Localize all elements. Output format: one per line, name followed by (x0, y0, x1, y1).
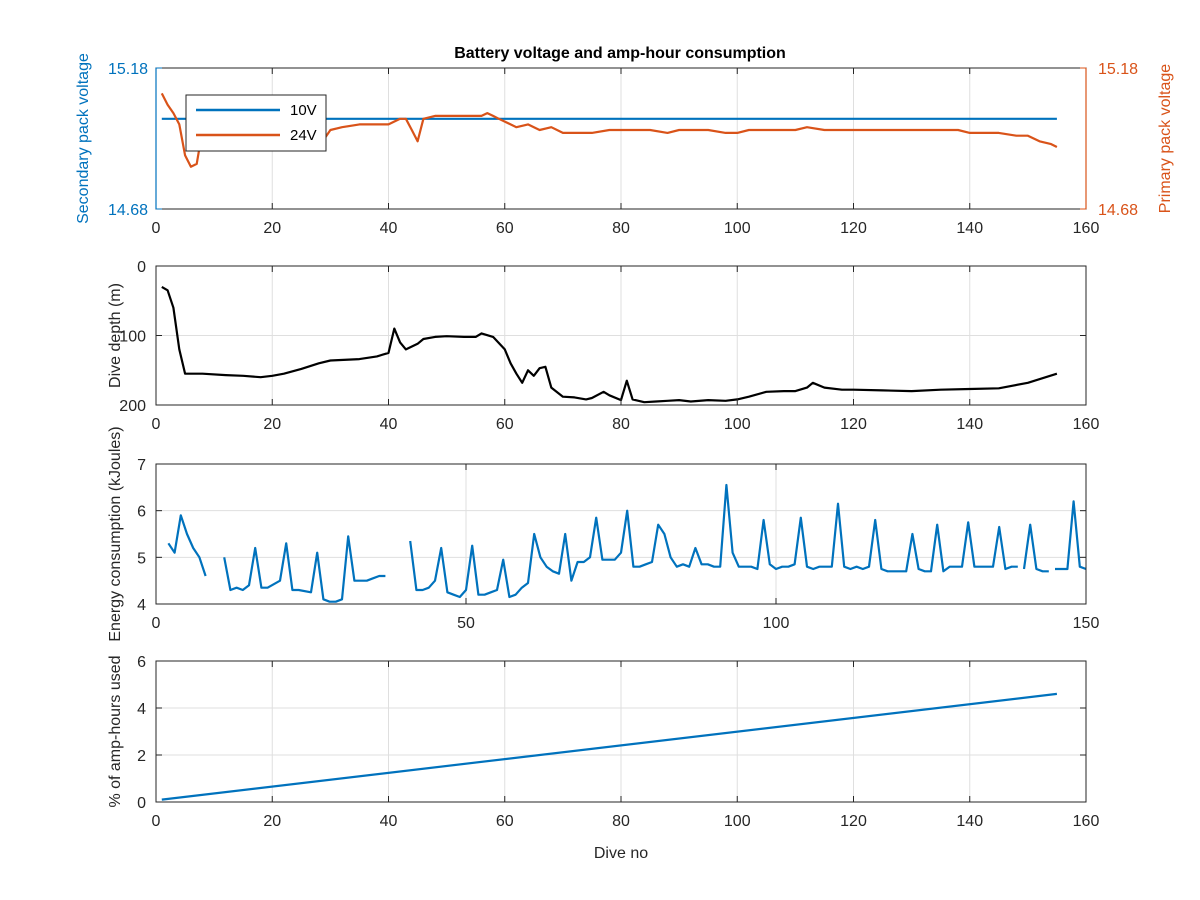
x-tick-label: 140 (956, 220, 983, 237)
x-tick-label: 100 (724, 813, 751, 830)
series-line-2 (161, 285, 1058, 404)
y-axis-label-right: Primary pack voltage (1157, 64, 1174, 213)
y-tick-label-left: 14.68 (108, 202, 148, 219)
chart-title: Battery voltage and amp-hour consumption (454, 45, 786, 62)
x-tick-label: 100 (724, 220, 751, 237)
y-axis-label: Energy consumption (kJoules) (107, 426, 124, 641)
x-tick-label: 100 (724, 416, 751, 433)
x-tick-label: 20 (263, 416, 281, 433)
y-tick-label: 2 (137, 748, 146, 765)
x-tick-label: 120 (840, 813, 867, 830)
panel-2: 0 20 40 60 80 100 120 140 160 0 100 200 Dive depth (… (107, 259, 1099, 433)
y-tick-label-right: 15.18 (1098, 61, 1138, 78)
x-tick-label: 60 (496, 220, 514, 237)
legend-label-24v: 24V (290, 127, 317, 144)
x-axis-label: Dive no (594, 845, 648, 862)
y-tick-label: 4 (137, 701, 146, 718)
y-tick-label: 6 (137, 504, 146, 521)
x-tick-label: 40 (380, 416, 398, 433)
x-tick-label: 140 (956, 813, 983, 830)
x-tick-label: 120 (840, 416, 867, 433)
x-tick-label: 100 (763, 615, 790, 632)
y-tick-label: 0 (137, 795, 146, 812)
x-tick-label: 40 (380, 813, 398, 830)
series-line-3-seg4 (1022, 523, 1049, 573)
x-tick-label: 60 (496, 813, 514, 830)
y-axis-label-left: Secondary pack voltage (75, 53, 92, 224)
x-tick-label: 160 (1073, 220, 1100, 237)
y-tick-label-right: 14.68 (1098, 202, 1138, 219)
x-tick-label: 80 (612, 220, 630, 237)
x-tick-label: 80 (612, 813, 630, 830)
x-tick-label: 160 (1073, 813, 1100, 830)
y-tick-label: 100 (119, 329, 146, 346)
series-line-3-seg1 (167, 514, 207, 577)
legend-label-10v: 10V (290, 102, 317, 119)
axes-box-3 (155, 463, 1087, 605)
y-axis-label: Dive depth (m) (107, 283, 124, 388)
y-axis-label: % of amp-hours used (107, 655, 124, 807)
x-tick-label: 40 (380, 220, 398, 237)
series-line-3-seg3 (409, 483, 1018, 599)
x-tick-label: 20 (263, 813, 281, 830)
x-tick-label: 0 (152, 615, 161, 632)
panel-3: 0 50 100 150 4 5 6 7 Energy consumption (kJoules… (107, 426, 1099, 641)
x-tick-label: 20 (263, 220, 281, 237)
panels: 0 20 40 60 80 100 120 140 16014.6815.1814.6815.1… (75, 53, 1174, 862)
x-tick-label: 0 (152, 813, 161, 830)
y-tick-label: 4 (137, 597, 146, 614)
y-tick-label: 7 (137, 457, 146, 474)
x-tick-label: 150 (1073, 615, 1100, 632)
panel-1: 0 20 40 60 80 100 120 140 16014.6815.1814.6815.1… (75, 53, 1174, 237)
panel-4: 0 20 40 60 80 100 120 140 160 0 2 4 6 % of amp-hours … (107, 654, 1099, 862)
series-line-3-seg5 (1055, 500, 1087, 571)
x-tick-label: 160 (1073, 416, 1100, 433)
y-tick-label: 0 (137, 259, 146, 276)
x-tick-label: 0 (152, 220, 161, 237)
plot-area-3 (156, 464, 1086, 604)
x-tick-label: 80 (612, 416, 630, 433)
y-tick-label-left: 15.18 (108, 61, 148, 78)
legend-box (185, 94, 327, 152)
y-tick-label: 5 (137, 550, 146, 567)
x-tick-label: 140 (956, 416, 983, 433)
series-line-4 (161, 692, 1058, 801)
series-line-3-seg2 (223, 535, 386, 603)
x-tick-label: 60 (496, 416, 514, 433)
x-tick-label: 0 (152, 416, 161, 433)
x-tick-label: 50 (457, 615, 475, 632)
x-tick-label: 120 (840, 220, 867, 237)
y-tick-label: 200 (119, 398, 146, 415)
y-tick-label: 6 (137, 654, 146, 671)
